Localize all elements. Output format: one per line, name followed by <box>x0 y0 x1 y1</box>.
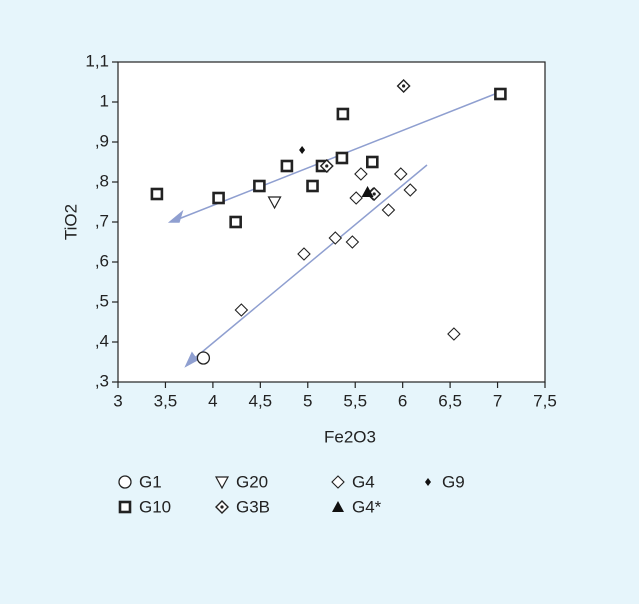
point <box>354 167 368 181</box>
point <box>280 159 294 173</box>
legend-label: G20 <box>236 472 268 491</box>
point-dot <box>325 164 329 168</box>
x-tick-label: 6,5 <box>438 391 462 410</box>
point <box>306 179 319 193</box>
point <box>297 247 311 261</box>
y-tick-label: ,3 <box>95 371 109 390</box>
point <box>212 191 225 205</box>
x-tick-label: 3 <box>113 391 122 410</box>
x-tick-label: 6 <box>398 391 407 410</box>
legend-marker <box>214 476 230 490</box>
arrow-head <box>184 351 199 368</box>
point <box>196 351 211 365</box>
legend-marker-dot <box>220 505 224 509</box>
y-tick-label: 1,1 <box>85 51 109 70</box>
point <box>349 191 363 205</box>
point <box>381 203 396 217</box>
y-axis-title: TiO2 <box>61 204 80 240</box>
x-tick-label: 3,5 <box>154 391 178 410</box>
trend-line <box>189 164 428 363</box>
x-tick-label: 4 <box>208 391 217 410</box>
x-tick-label: 7 <box>493 391 502 410</box>
point <box>234 303 249 317</box>
legend-label: G4 <box>352 472 375 491</box>
x-tick-label: 7,5 <box>533 391 557 410</box>
y-tick-label: ,8 <box>95 171 109 190</box>
y-tick-label: ,9 <box>95 131 109 150</box>
legend-marker <box>118 475 132 489</box>
point <box>494 87 507 101</box>
y-tick-label: ,4 <box>95 331 109 350</box>
point <box>447 327 461 341</box>
legend-label: G1 <box>139 472 162 491</box>
x-tick-label: 5 <box>303 391 312 410</box>
legend-marker <box>425 478 431 486</box>
point <box>361 186 374 197</box>
point <box>299 146 306 154</box>
point <box>345 235 360 249</box>
legend-marker <box>332 501 344 512</box>
x-axis-title: Fe2O3 <box>324 427 376 446</box>
point-dot <box>372 192 376 196</box>
point-dot <box>402 84 406 88</box>
legend-label: G9 <box>442 472 465 491</box>
point <box>366 155 379 169</box>
legend-marker <box>331 475 345 489</box>
plot-area <box>117 61 546 383</box>
point <box>403 183 418 197</box>
legend-label: G3B <box>236 497 270 516</box>
point <box>267 196 282 210</box>
y-tick-label: 1 <box>100 91 109 110</box>
point <box>393 167 408 181</box>
legend-label: G10 <box>139 497 171 516</box>
point <box>336 107 350 121</box>
x-tick-label: 5,5 <box>343 391 367 410</box>
y-tick-label: ,6 <box>95 251 109 270</box>
point <box>229 215 242 229</box>
point <box>328 231 343 245</box>
point <box>335 151 349 165</box>
y-tick-label: ,7 <box>95 211 109 230</box>
point <box>253 179 266 193</box>
legend-marker <box>118 500 132 514</box>
x-tick-label: 4,5 <box>249 391 273 410</box>
point <box>150 187 164 201</box>
arrow-head <box>167 209 184 223</box>
legend-label: G4* <box>352 497 382 516</box>
y-tick-label: ,5 <box>95 291 109 310</box>
